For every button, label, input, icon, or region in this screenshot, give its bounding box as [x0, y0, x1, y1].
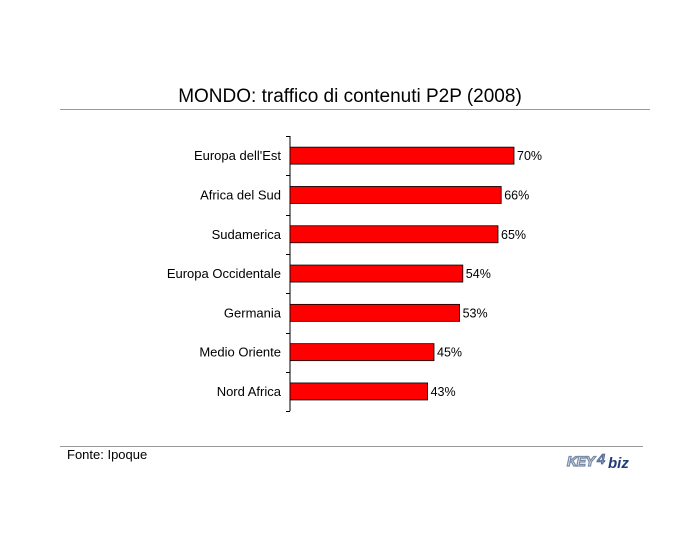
- bar: [289, 146, 515, 165]
- data-label: 65%: [501, 228, 526, 242]
- key4biz-logo: KEY 4 biz: [566, 451, 629, 472]
- svg-text:KEY: KEY: [567, 453, 596, 469]
- bar: [289, 303, 461, 322]
- category-label: Sudamerica: [212, 227, 282, 242]
- chart-title: MONDO: traffico di contenuti P2P (2008): [178, 86, 522, 107]
- bar: [289, 343, 435, 362]
- category-label: Europa Occidentale: [167, 266, 281, 281]
- svg-text:biz: biz: [608, 455, 629, 472]
- data-label: 70%: [517, 149, 542, 163]
- data-label: 43%: [431, 385, 456, 399]
- bar: [289, 225, 499, 244]
- data-label: 53%: [463, 306, 488, 320]
- logo-mark: KEY 4 biz: [566, 451, 629, 472]
- data-label: 54%: [466, 267, 491, 281]
- bar: [289, 186, 502, 204]
- data-label: 45%: [437, 346, 462, 360]
- bar: [289, 382, 429, 401]
- bottom-divider: [60, 446, 643, 447]
- category-label: Africa del Sud: [200, 187, 281, 202]
- category-label: Medio Oriente: [199, 345, 281, 360]
- category-label: Europa dell'Est: [194, 148, 281, 163]
- svg-text:4: 4: [596, 451, 606, 468]
- source-note: Fonte: Ipoque: [67, 447, 148, 462]
- top-divider: [60, 109, 650, 110]
- bar: [289, 264, 464, 283]
- data-label: 66%: [504, 188, 529, 202]
- category-label: Germania: [224, 305, 282, 320]
- category-label: Nord Africa: [217, 384, 282, 399]
